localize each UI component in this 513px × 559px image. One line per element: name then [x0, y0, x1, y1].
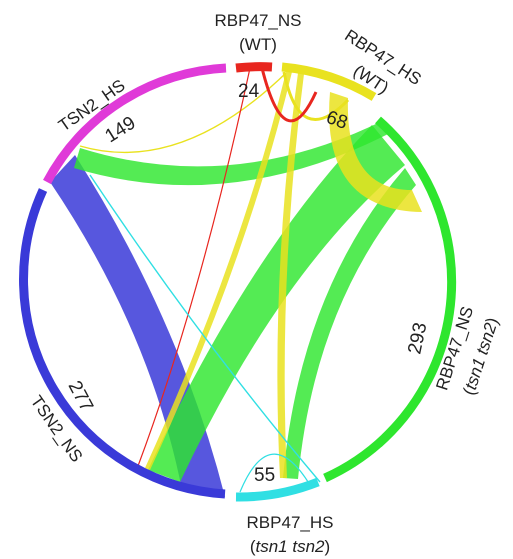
- ribbon-rbp47hstsn-self: [239, 453, 311, 493]
- ribbon-rbp47hstsn-tsn2hs: [89, 174, 321, 483]
- label-rbp47-ns-wt-cond: (WT): [239, 35, 277, 54]
- label-rbp47-hs-tsn-name: RBP47_HS: [247, 513, 334, 532]
- arc-tsn2-ns: [19, 188, 226, 499]
- ribbon-rbp47hswt-self: [282, 71, 350, 121]
- arc-rbp47-hs-wt: [281, 62, 377, 101]
- arc-rbp47-ns-wt: [235, 62, 273, 73]
- ribbon-rbp47hswt-rbp47nstsn: [329, 92, 422, 212]
- label-rbp47-hs-tsn-cond: (tsn1 tsn2): [250, 537, 330, 556]
- arc-tsn2-hs: [43, 63, 227, 185]
- label-rbp47-ns-wt-name: RBP47_NS: [215, 11, 302, 30]
- count-rbp47-hs-tsn: 55: [254, 465, 275, 486]
- ribbon-rbp47hswt-tsn2hs: [79, 72, 287, 154]
- ribbon-rbp47nswt-bottom: [137, 67, 251, 467]
- count-tsn2-hs: 149: [102, 113, 140, 148]
- arc-rbp47-hs-tsn: [235, 477, 320, 502]
- count-rbp47-ns-wt: 24: [238, 81, 260, 102]
- ribbon-rbp47nstsn-bottom: [148, 125, 405, 482]
- ribbon-rbp47hswt-bottom-2: [277, 73, 304, 478]
- arc-rbp47-ns-tsn: [323, 116, 457, 483]
- count-rbp47-ns-tsn: 293: [404, 321, 431, 356]
- ribbon-rbp47nswt-rbp47hswt: [260, 67, 318, 123]
- ribbon-rbp47nstsn-tsn2hs: [74, 122, 390, 186]
